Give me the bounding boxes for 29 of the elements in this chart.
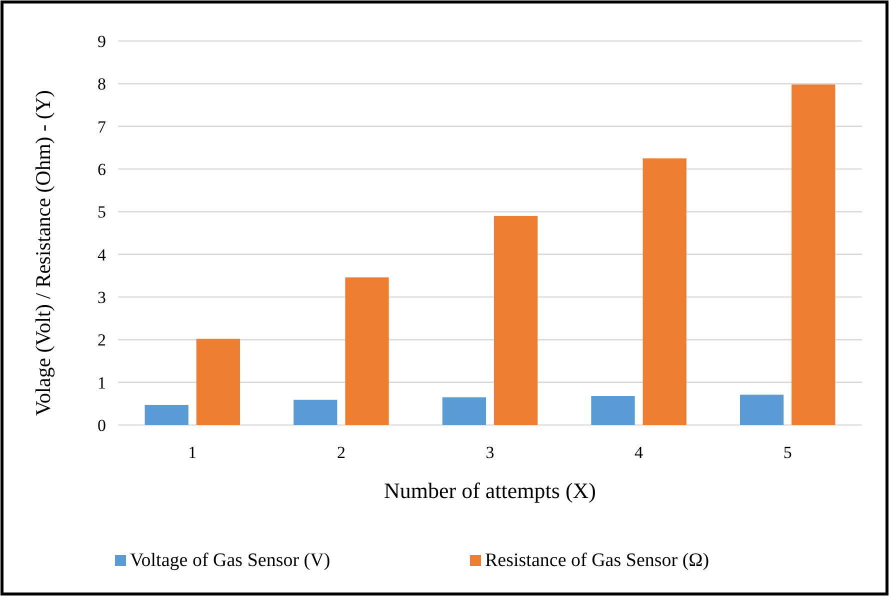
x-tick-label: 5	[783, 443, 792, 462]
legend-label: Voltage of Gas Sensor (V)	[130, 550, 330, 571]
bar	[294, 400, 338, 425]
y-axis-title: Volage (Volt) / Resistance (Ohm) - (Y)	[31, 90, 55, 416]
legend-label: Resistance of Gas Sensor (Ω)	[485, 550, 710, 571]
bar	[591, 396, 635, 425]
bar	[792, 84, 836, 425]
y-tick-label: 8	[98, 74, 106, 94]
x-tick-label: 2	[336, 443, 346, 462]
y-tick-label: 7	[98, 117, 106, 136]
y-tick-label: 3	[98, 288, 106, 307]
bar	[345, 277, 389, 425]
y-tick-label: 1	[98, 373, 106, 392]
y-tick-label: 5	[98, 202, 106, 222]
y-tick-label: 6	[98, 160, 106, 179]
y-tick-label: 0	[98, 416, 106, 435]
x-tick-label: 4	[634, 443, 644, 462]
x-tick-label: 1	[188, 443, 197, 462]
bar	[196, 338, 240, 425]
y-tick-label: 4	[98, 245, 106, 264]
x-axis-title: Number of attempts (X)	[384, 478, 596, 503]
y-tick-label: 2	[98, 330, 106, 350]
bar	[442, 397, 486, 425]
bar	[740, 394, 784, 425]
bar	[494, 216, 538, 425]
bar	[642, 158, 686, 425]
bar	[144, 404, 188, 425]
x-tick-label: 3	[486, 443, 494, 462]
y-tick-label: 9	[98, 32, 106, 51]
